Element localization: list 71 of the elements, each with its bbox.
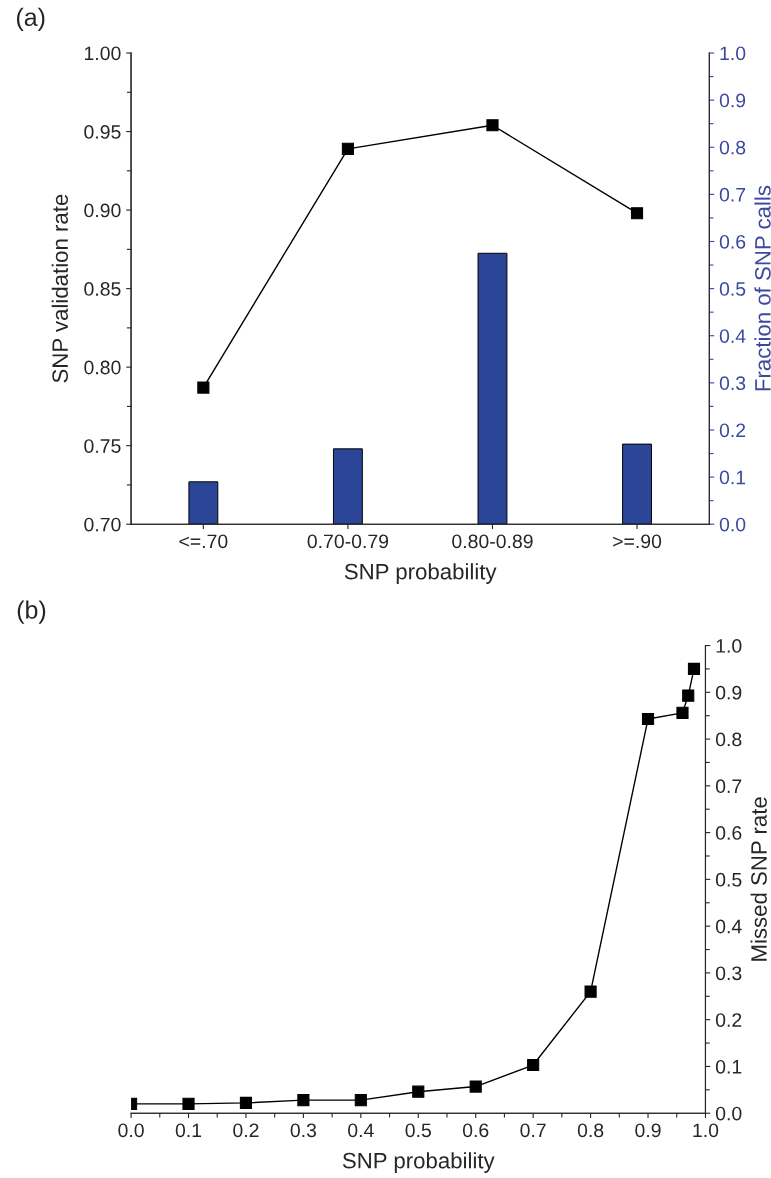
y2-tick-label: 1.0: [716, 639, 742, 653]
y2-tick-label: 0.3: [715, 966, 742, 981]
point: [630, 207, 644, 220]
y2-tick-label: 0.3: [719, 376, 746, 391]
bar: [188, 481, 219, 525]
y-tick-label: 0.75: [84, 439, 121, 453]
x-tick-label: 0.4: [348, 1123, 374, 1138]
x-tick-label: 0.6: [462, 1123, 489, 1138]
x-tick-label: 0.80-0.89: [452, 534, 533, 549]
point: [197, 381, 210, 394]
bar: [332, 448, 363, 525]
point: [584, 985, 597, 998]
y2-tick-label: 0.0: [719, 517, 746, 532]
x-tick-label: 0.0: [118, 1123, 144, 1138]
point: [469, 1080, 482, 1093]
y2-tick-label: 0.7: [719, 187, 746, 202]
y-tick-label: 0.95: [84, 125, 121, 139]
y-tick-label: 0.85: [84, 282, 121, 296]
point: [341, 142, 354, 155]
point: [354, 1094, 367, 1107]
x-tick-label: >=.90: [613, 534, 662, 549]
point: [687, 662, 701, 675]
point: [641, 712, 655, 726]
x-tick-label: 0.8: [577, 1123, 604, 1138]
x-tick-label: 0.3: [290, 1123, 317, 1138]
y-tick-label: 1.00: [84, 46, 121, 61]
point: [682, 689, 695, 702]
chart-title: (a): [16, 7, 45, 31]
y2-tick-label: 0.6: [715, 826, 742, 840]
point: [527, 1058, 540, 1072]
y2-tick-label: 0.9: [715, 685, 742, 700]
chart-title: (b): [17, 600, 46, 624]
y-axis-title: SNP validation rate: [51, 194, 68, 383]
y2-tick-label: 0.7: [715, 779, 742, 794]
x-axis-title: SNP probability: [344, 563, 497, 584]
x-tick-label: 0.2: [233, 1123, 259, 1138]
y-tick-label: 0.90: [84, 203, 121, 218]
y2-axis-title: Fraction of SNP calls: [754, 185, 771, 391]
y2-tick-label: 0.8: [719, 140, 746, 155]
point: [182, 1097, 195, 1110]
x-tick-label: 0.1: [175, 1123, 202, 1138]
x-axis-title: SNP probability: [342, 1152, 495, 1173]
y2-tick-label: 0.9: [719, 93, 746, 108]
y2-tick-label: 0.5: [719, 282, 746, 296]
y2-tick-label: 0.1: [719, 470, 746, 485]
x-tick-label: <=.70: [179, 534, 228, 549]
bar: [622, 443, 652, 525]
x-tick-label: 1.0: [693, 1123, 719, 1138]
point: [676, 706, 689, 719]
x-tick-label: 0.70-0.79: [307, 534, 389, 549]
y2-tick-label: 0.4: [715, 919, 742, 934]
bar: [477, 252, 508, 525]
point: [412, 1085, 425, 1098]
x-tick-label: 0.5: [405, 1123, 431, 1138]
x-tick-label: 0.7: [520, 1123, 546, 1138]
point: [297, 1094, 310, 1107]
y2-tick-label: 0.1: [715, 1059, 742, 1074]
y2-tick-label: 0.5: [715, 872, 742, 887]
y2-tick-label: 1.0: [720, 46, 746, 61]
y2-tick-label: 0.0: [715, 1106, 742, 1121]
y2-tick-label: 0.4: [719, 329, 746, 343]
x-tick-label: 0.9: [635, 1123, 661, 1138]
y2-tick-label: 0.8: [715, 732, 742, 747]
y2-tick-label: 0.2: [719, 423, 746, 438]
point: [486, 119, 499, 132]
point: [239, 1096, 253, 1109]
y2-tick-label: 0.2: [715, 1013, 742, 1027]
y2-axis-title: Missed SNP rate: [750, 797, 767, 961]
y-tick-label: 0.70: [84, 517, 121, 532]
y-tick-label: 0.80: [84, 360, 121, 375]
y2-tick-label: 0.6: [719, 234, 746, 249]
